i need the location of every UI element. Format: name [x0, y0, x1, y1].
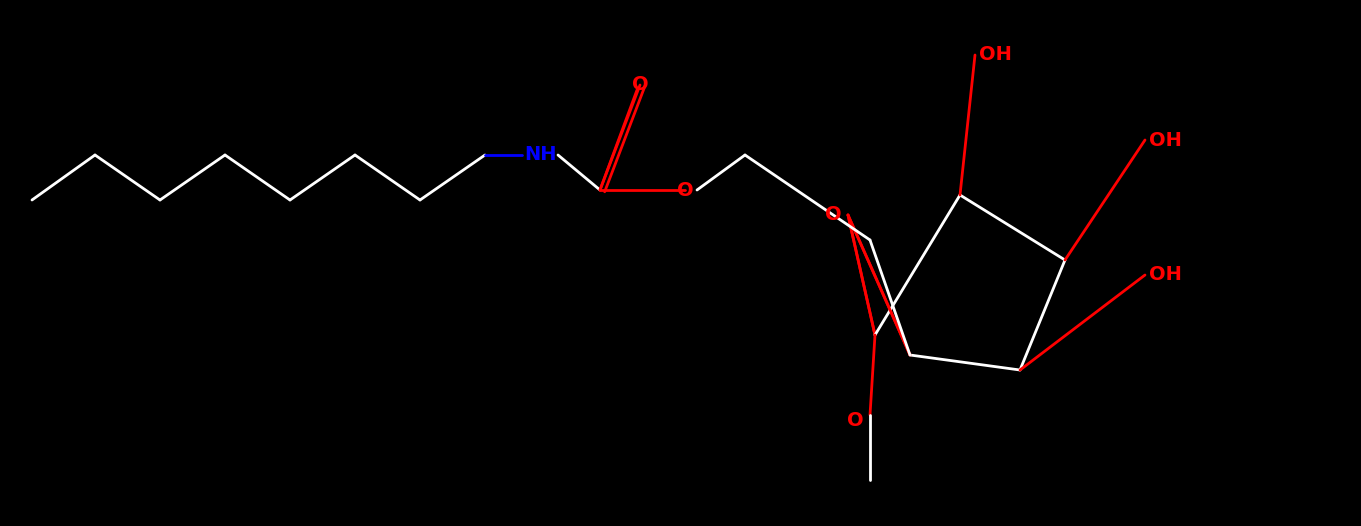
Text: NH: NH — [524, 146, 557, 165]
Text: O: O — [825, 206, 841, 225]
Text: OH: OH — [1149, 130, 1181, 149]
Text: O: O — [847, 410, 863, 430]
Text: OH: OH — [1149, 266, 1181, 285]
Text: OH: OH — [979, 46, 1011, 65]
Text: O: O — [676, 180, 693, 199]
Text: O: O — [632, 76, 648, 95]
